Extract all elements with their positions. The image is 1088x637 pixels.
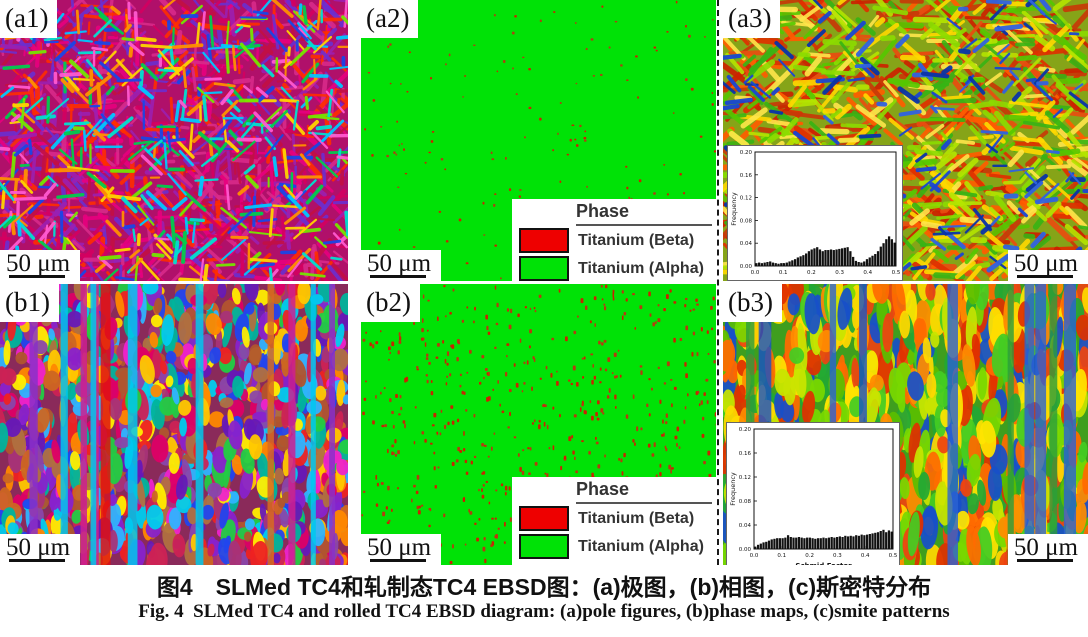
svg-text:0.20: 0.20 — [740, 150, 753, 156]
svg-text:0.4: 0.4 — [863, 270, 872, 276]
scale-bar-line — [1016, 275, 1073, 278]
svg-text:Frequency: Frequency — [730, 192, 738, 226]
panel-a3-schmid-map-slmed: (a3) 0.00 0.04 0.08 0.12 0.16 0.20 0.0 0.1 0.2 0.… — [723, 0, 1088, 281]
scale-bar-text: 50 μm — [6, 534, 71, 561]
legend-item-beta: Titanium (Beta) — [512, 227, 716, 254]
column-divider-dashed-line — [717, 0, 719, 565]
panel-a1-ipf-map-slmed: (a1) 50 μm — [0, 0, 348, 281]
svg-text:0.3: 0.3 — [835, 270, 844, 276]
scale-bar: 50 μm — [361, 250, 442, 281]
svg-text:0.1: 0.1 — [779, 270, 788, 276]
legend-title: Phase — [576, 479, 712, 504]
svg-text:0.08: 0.08 — [740, 218, 753, 224]
scale-bar-text: 50 μm — [367, 534, 432, 561]
histogram-plot: 0.000.040.080.120.160.200.0 0.1 0.2 0.3 0.4 0… — [729, 427, 898, 565]
legend-label: Titanium (Alpha) — [578, 259, 704, 277]
panel-label-a1: (a1) — [0, 0, 58, 38]
scale-bar-text: 50 μm — [1013, 250, 1078, 277]
alpha-color-swatch — [519, 534, 569, 559]
legend-label: Titanium (Alpha) — [578, 537, 704, 555]
legend-item-alpha: Titanium (Alpha) — [512, 255, 716, 281]
legend-label: Titanium (Beta) — [578, 231, 695, 249]
scale-bar-text: 50 μm — [1013, 534, 1078, 561]
panel-a2-phase-map-slmed: (a2) Phase Titanium (Beta) Titanium (Alp… — [361, 0, 716, 281]
legend-label: Titanium (Beta) — [578, 509, 695, 527]
panel-label-b3: (b3) — [723, 284, 782, 322]
svg-text:0.0: 0.0 — [751, 270, 760, 276]
phase-legend: Phase Titanium (Beta) Titanium (Alpha) — [512, 477, 716, 565]
scale-bar-line — [9, 559, 65, 562]
scale-bar-line — [370, 559, 426, 562]
caption-english: Fig. 4 SLMed TC4 and rolled TC4 EBSD dia… — [138, 601, 950, 622]
svg-text:0.2: 0.2 — [807, 270, 816, 276]
histogram-plot: 0.00 0.04 0.08 0.12 0.16 0.20 0.0 0.1 0.2 0.3 0.4 0… — [730, 150, 901, 276]
beta-color-swatch — [519, 506, 569, 531]
scale-bar-line — [1016, 559, 1073, 562]
legend-title: Phase — [576, 201, 712, 226]
ebsd-ipf-map-texture — [0, 284, 348, 565]
scale-bar: 50 μm — [361, 534, 442, 565]
scale-bar: 50 μm — [0, 250, 81, 281]
panel-b1-ipf-map-rolled: (b1) 50 μm — [0, 284, 348, 565]
scale-bar: 50 μm — [0, 534, 81, 565]
phase-legend: Phase Titanium (Beta) Titanium (Alpha) — [512, 199, 716, 281]
svg-text:0.5: 0.5 — [892, 270, 901, 276]
panel-label-b2: (b2) — [361, 284, 420, 322]
svg-text:0.16: 0.16 — [740, 173, 753, 179]
panel-label-b1: (b1) — [0, 284, 59, 322]
scale-bar-text: 50 μm — [367, 250, 432, 277]
panel-label-a3: (a3) — [723, 0, 781, 38]
svg-text:0.12: 0.12 — [740, 196, 752, 202]
legend-item-beta: Titanium (Beta) — [512, 505, 716, 532]
panel-b2-phase-map-rolled: (b2) Phase Titanium (Beta) Titanium (Alp… — [361, 284, 716, 565]
beta-color-swatch — [519, 228, 569, 253]
ebsd-ipf-map-texture — [0, 0, 348, 281]
schmid-factor-histogram-b: 0.00 0.04 0.08 0.12 0.16 0.20 0.0 0.1 0.2 0.3 0.4 0… — [726, 422, 900, 565]
alpha-color-swatch — [519, 256, 569, 281]
schmid-factor-histogram-a: 0.00 0.04 0.08 0.12 0.16 0.20 0.0 0.1 0.2 0.3 0.4 0… — [727, 145, 903, 281]
scale-bar: 50 μm — [1007, 250, 1088, 281]
panel-b3-schmid-map-rolled: (b3) 0.00 0.04 0.08 0.12 0.16 0.20 0.0 0.1 0.2 0.… — [723, 284, 1088, 565]
caption-chinese: 图4 SLMed TC4和轧制态TC4 EBSD图：(a)极图，(b)相图，(c… — [156, 574, 932, 600]
panel-label-a2: (a2) — [361, 0, 419, 38]
svg-text:0.04: 0.04 — [740, 241, 753, 247]
scale-bar: 50 μm — [1007, 534, 1088, 565]
svg-text:0.00: 0.00 — [740, 264, 753, 270]
scale-bar-line — [9, 275, 65, 278]
scale-bar-text: 50 μm — [6, 250, 71, 277]
scale-bar-line — [370, 275, 426, 278]
legend-item-alpha: Titanium (Alpha) — [512, 533, 716, 560]
